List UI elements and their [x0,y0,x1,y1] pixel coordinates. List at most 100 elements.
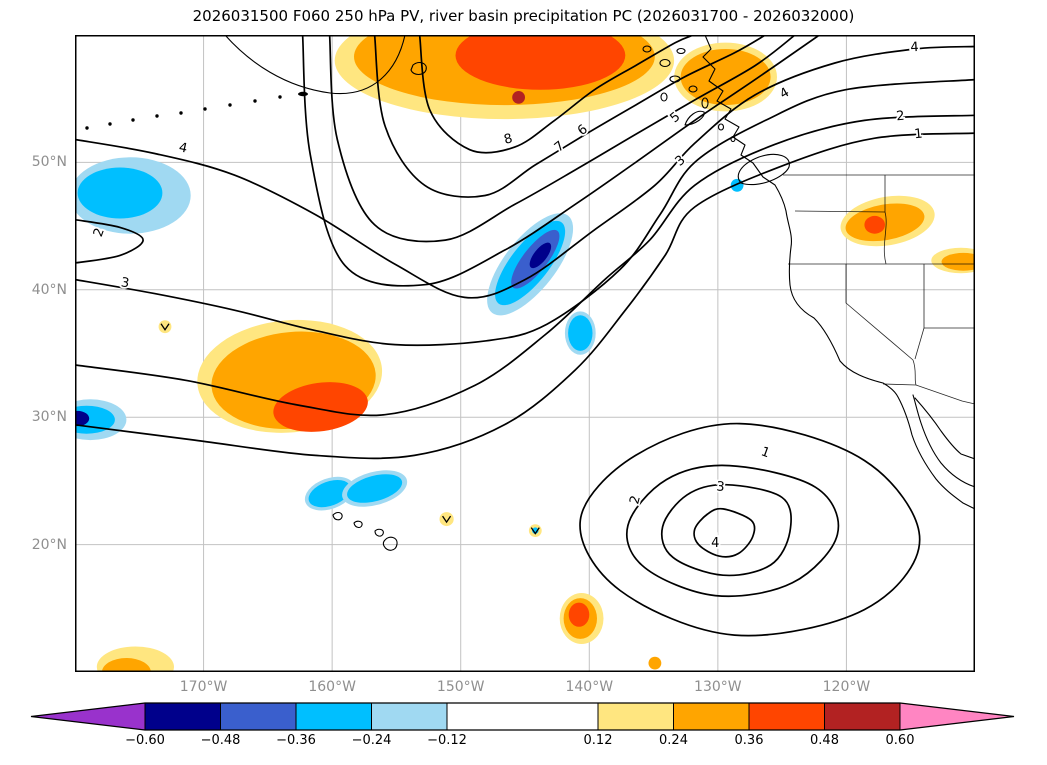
coastline-british-columbia [702,35,787,212]
contour-label: 1 [759,444,772,461]
gridlines [75,35,975,672]
anomaly-region [308,479,351,508]
colorbar-tick-label: −0.48 [200,733,241,748]
anomaly-region [845,203,925,242]
lon-tick-label: 170°W [179,679,228,695]
shaded-anomaly-regions [75,35,975,672]
plot-title: 2026031500 F060 250 hPa PV, river basin … [192,7,855,25]
basin-marker [160,323,170,331]
contour-label: 3 [716,479,726,495]
lat-tick-label: 30°N [31,409,67,426]
contour-label: 2 [627,494,644,506]
pv-contour-level-2 [75,218,144,264]
pv-contours [75,35,975,637]
lon-tick-label: 120°W [822,679,871,695]
colorbar-tick-label: 0.60 [885,733,915,748]
pv-contour-level-2 [626,464,840,598]
contour-label: 4 [177,140,188,156]
anomaly-region [347,474,403,503]
coastline-us-west [785,210,975,510]
pv-contour-level-3 [75,78,975,347]
pv-contour-level-1 [75,132,975,460]
pv-contour-level-5 [301,35,820,287]
anomaly-region [75,410,90,427]
coastline-mexico-mainland [914,397,975,460]
anomaly-region [568,315,593,351]
pv-contour-level-8 [418,35,694,154]
contour-label: 6 [575,122,591,139]
pv-contour-level-3 [660,483,792,577]
colorbar-tick-label: 0.12 [583,733,613,748]
coastline-hawaii [332,512,398,551]
colorbar-tick-label: 0.48 [810,733,839,748]
anomaly-region [273,382,368,432]
colorbar-outline [30,702,1015,731]
contour-label: 8 [502,131,514,148]
colorbar-tick-label: −0.36 [276,733,316,748]
pv-contour-level-1 [579,422,921,637]
pv-contour-level-4 [75,45,975,299]
colorbar-tick-label: 0.24 [659,733,688,748]
lon-tick-label: 160°W [308,679,356,695]
pv-contour-level-2 [75,114,975,417]
anomaly-region [680,49,771,105]
lat-tick-label: 20°N [31,536,67,553]
colorbar-tick-label: −0.24 [351,733,392,748]
lon-tick-label: 150°W [436,679,485,695]
basin-markers [160,323,540,535]
anomaly-region [941,252,975,271]
pv-contour-level-7 [373,35,766,198]
contour-label: 2 [896,109,906,125]
anomaly-region [529,242,552,269]
coastline-baja-gulf [912,394,975,488]
lat-tick-label: 40°N [31,281,67,298]
basin-marker [530,527,540,535]
pv-contour-level-6 [328,35,796,243]
anomaly-region [439,512,454,527]
anomaly-region [568,602,590,627]
lon-tick-label: 130°W [694,679,742,695]
colorbar-segment [371,703,447,730]
contour-label: 4 [777,85,792,102]
anomaly-region [648,656,662,670]
basin-marker [442,515,452,524]
colorbar-tick-label: −0.60 [125,733,165,748]
colorbar-segment [447,703,598,730]
colorbar-segment [598,703,674,730]
contour-label: 4 [910,40,919,55]
contour-label: 3 [120,275,130,291]
contour-label: 5 [667,109,683,126]
coastline-vancouver-island [737,153,790,185]
colorbar-tick-label: −0.12 [427,733,467,748]
contour-label: 1 [914,127,924,143]
anomaly-region [77,167,163,219]
aleutian-islands [85,91,308,130]
colorbar-over-arrow [900,703,1014,730]
anomaly-region [102,658,151,672]
coastline-group [85,35,975,551]
anomaly-region [158,320,172,334]
state-borders [783,174,975,405]
state-borders-group [783,174,975,405]
pv-contour-level-4 [693,507,756,558]
colorbar-segment [673,703,749,730]
lon-tick-label: 140°W [565,679,614,695]
anomaly-region [455,35,626,90]
colorbar-segment [749,703,825,730]
anomaly-region [864,215,885,234]
contour-label: 4 [711,536,719,551]
lat-tick-label: 50°N [31,154,67,171]
plot-frame [75,35,975,672]
colorbar-segment [145,703,221,730]
colorbar [30,702,1015,731]
contour-label: 3 [673,153,689,170]
colorbar-segment [220,703,296,730]
coastline-alaska [224,35,406,95]
coastline-kodiak-island [410,61,427,76]
coastline-haida-gwaii [684,110,705,126]
colorbar-segment [824,703,900,730]
colorbar-tick-label: 0.36 [734,733,764,748]
